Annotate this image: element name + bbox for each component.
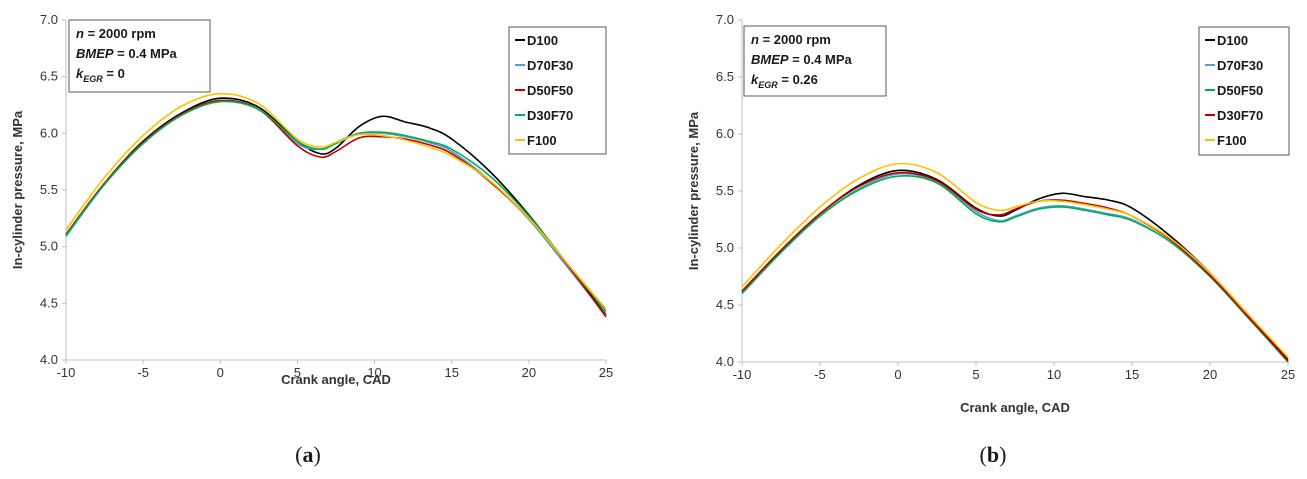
x-tick-label: -5 (137, 365, 149, 380)
x-tick-label: 5 (972, 367, 979, 382)
x-tick-label: -5 (814, 367, 826, 382)
x-tick-label: 0 (217, 365, 224, 380)
legend-label: F100 (527, 133, 557, 148)
condition-variable: BMEP (751, 52, 789, 67)
panel-label: (a) (295, 442, 321, 467)
condition-variable: k (76, 66, 84, 81)
condition-line: n = 2000 rpm (751, 32, 831, 47)
y-tick-label: 6.0 (716, 126, 734, 141)
condition-value: = 0.26 (778, 72, 818, 87)
conditions-box (743, 25, 887, 97)
y-axis-title: In-cylinder pressure, MPa (686, 111, 701, 270)
y-tick-label: 6.5 (40, 69, 58, 84)
condition-line: BMEP = 0.4 MPa (76, 46, 178, 61)
x-axis-title: Crank angle, CAD (281, 372, 391, 387)
x-tick-label: 5 (294, 365, 301, 380)
legend-label: D70F30 (527, 58, 573, 73)
y-tick-label: 4.0 (716, 354, 734, 369)
condition-subscript: EGR (83, 74, 103, 84)
y-tick-label: 5.0 (40, 239, 58, 254)
y-tick-label: 6.0 (40, 125, 58, 140)
condition-value: = 0.4 MPa (789, 52, 853, 67)
x-tick-label: 15 (1125, 367, 1139, 382)
condition-value: = 0 (103, 66, 125, 81)
legend-label: D50F50 (1217, 83, 1263, 98)
y-axis-title: In-cylinder pressure, MPa (10, 110, 25, 269)
legend-label: D30F70 (527, 108, 573, 123)
y-tick-label: 5.5 (40, 182, 58, 197)
series-line-f100 (741, 162, 1289, 358)
condition-variable: n (76, 26, 84, 41)
y-tick-label: 5.0 (716, 240, 734, 255)
x-tick-label: -10 (57, 365, 76, 380)
x-axis-title: Crank angle, CAD (960, 400, 1070, 415)
y-tick-label: 7.0 (40, 12, 58, 27)
series-line-f100 (65, 92, 607, 310)
legend (508, 26, 607, 155)
x-tick-label: -10 (733, 367, 752, 382)
series-line-d70f30 (741, 172, 1289, 362)
condition-line: BMEP = 0.4 MPa (751, 52, 853, 67)
series-line-d50f50 (65, 99, 607, 318)
x-tick-label: 25 (1281, 367, 1295, 382)
legend-label: D70F30 (1217, 58, 1263, 73)
condition-variable: BMEP (76, 46, 114, 61)
condition-subscript: EGR (758, 80, 778, 90)
y-tick-label: 4.0 (40, 352, 58, 367)
y-tick-label: 7.0 (716, 12, 734, 27)
legend-label: D100 (527, 33, 558, 48)
series-line-d50f50 (741, 175, 1289, 363)
condition-line: kEGR = 0 (76, 66, 125, 84)
condition-variable: k (751, 72, 759, 87)
condition-variable: n (751, 32, 759, 47)
condition-line: kEGR = 0.26 (751, 72, 818, 90)
condition-line: n = 2000 rpm (76, 26, 156, 41)
x-tick-label: 10 (1047, 367, 1061, 382)
condition-value: = 2000 rpm (84, 26, 156, 41)
condition-value: = 2000 rpm (759, 32, 831, 47)
y-tick-label: 5.5 (716, 183, 734, 198)
chart-panel-a: 4.0 4.5 5.0 5.5 6.0 6.5 7.0 -10 -5 0 5 10 15 20 25 Cran… (10, 12, 613, 467)
panel-label: (b) (980, 442, 1007, 467)
y-tick-label: 4.5 (716, 297, 734, 312)
x-tick-label: 20 (1203, 367, 1217, 382)
condition-value: = 0.4 MPa (114, 46, 178, 61)
x-tick-label: 20 (522, 365, 536, 380)
chart-panel-b: 4.0 4.5 5.0 5.5 6.0 6.5 7.0 -10 -5 0 5 10 15 20 25 Cran… (686, 12, 1295, 467)
y-tick-label: 6.5 (716, 69, 734, 84)
x-tick-label: 25 (599, 365, 613, 380)
x-tick-label: 10 (367, 365, 381, 380)
series-line-d100 (741, 169, 1289, 361)
conditions-box (68, 19, 211, 93)
legend-label: D100 (1217, 33, 1248, 48)
legend-label: D50F50 (527, 83, 573, 98)
legend-label: F100 (1217, 133, 1247, 148)
x-tick-label: 15 (444, 365, 458, 380)
series-line-d30f70 (741, 171, 1289, 362)
y-tick-label: 4.5 (40, 295, 58, 310)
x-tick-label: 0 (894, 367, 901, 382)
legend-label: D30F70 (1217, 108, 1263, 123)
